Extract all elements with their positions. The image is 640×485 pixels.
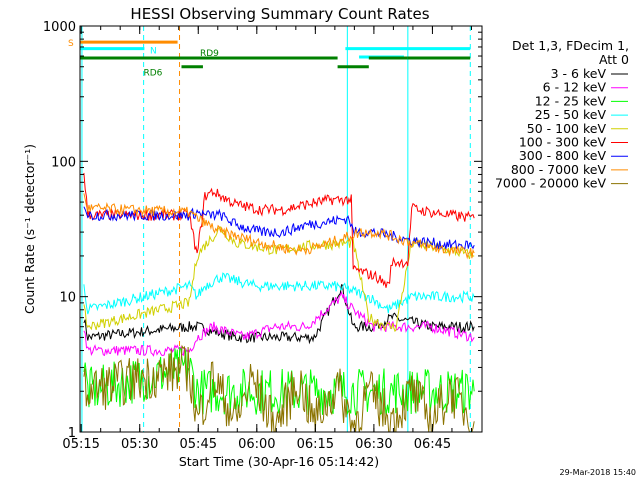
plot-area: S N RD9 RD6 xyxy=(68,26,475,433)
x-tick-label-5: 06:30 xyxy=(355,437,392,452)
flag-label-3: RD6 xyxy=(143,69,162,79)
flag-label-1: N xyxy=(150,47,157,57)
legend-header-line-1: Det 1,3, FDecim 1, xyxy=(512,38,629,53)
series-line-3 xyxy=(83,272,475,315)
y-tick-label-1: 10 xyxy=(59,291,76,306)
chart-title: HESSI Observing Summary Count Rates xyxy=(130,5,429,23)
legend-label-2: 12 - 25 keV xyxy=(535,93,607,108)
legend-label-8: 7000 - 20000 keV xyxy=(495,176,606,191)
series-line-0 xyxy=(83,284,475,345)
legend-label-5: 100 - 300 keV xyxy=(519,135,607,150)
generated-timestamp: 29-Mar-2018 15:40 xyxy=(560,468,637,477)
series-line-6 xyxy=(83,206,475,251)
legend-label-1: 6 - 12 keV xyxy=(543,80,607,95)
y-tick-label-0: 1 xyxy=(68,426,76,441)
series-line-1 xyxy=(83,290,475,357)
x-tick-label-2: 05:45 xyxy=(180,437,217,452)
series-line-4 xyxy=(83,226,475,333)
x-tick-label-4: 06:15 xyxy=(297,437,334,452)
legend-header-line-2: Att 0 xyxy=(599,52,629,67)
x-axis-label: Start Time (30-Apr-16 05:14:42) xyxy=(179,454,379,469)
flag-label-0: S xyxy=(68,39,74,49)
axes: 1 10 100 1000 05:15 05:30 05:45 06:00 06:15 06:30… xyxy=(43,20,483,452)
x-tick-label-1: 05:30 xyxy=(121,437,158,452)
y-tick-label-2: 100 xyxy=(51,155,76,170)
legend-label-3: 25 - 50 keV xyxy=(535,107,607,122)
legend-label-0: 3 - 6 keV xyxy=(551,66,607,81)
plot-frame xyxy=(79,25,483,433)
flag-label-2: RD9 xyxy=(200,49,219,59)
x-tick-label-0: 05:15 xyxy=(62,437,99,452)
y-tick-label-3: 1000 xyxy=(43,20,76,35)
x-tick-label-6: 06:45 xyxy=(414,437,451,452)
legend-label-6: 300 - 800 keV xyxy=(519,148,607,163)
series-line-7 xyxy=(83,193,475,260)
y-axis-label: Count Rate (s⁻¹ detector⁻¹) xyxy=(22,144,37,314)
legend-label-7: 800 - 7000 keV xyxy=(511,162,607,177)
legend-label-4: 50 - 100 keV xyxy=(527,121,607,136)
x-tick-label-3: 06:00 xyxy=(238,437,275,452)
series-line-8 xyxy=(83,344,475,433)
series-line-5 xyxy=(83,172,475,288)
